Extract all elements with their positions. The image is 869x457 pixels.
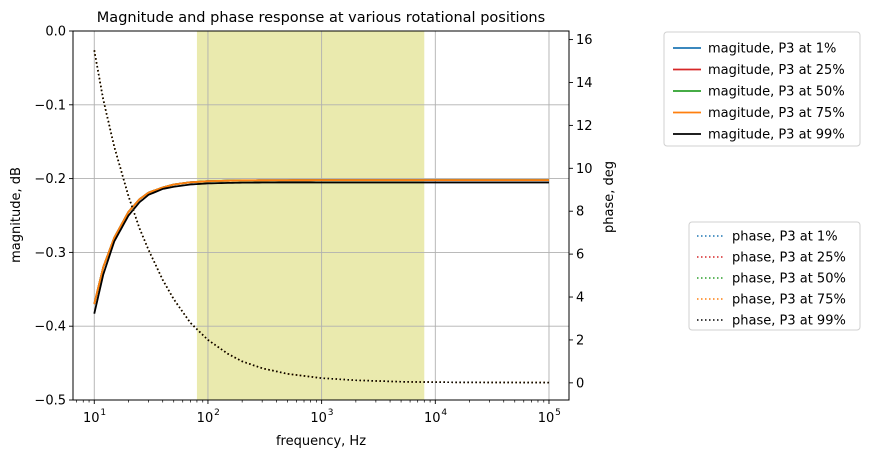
shaded-band <box>196 31 425 400</box>
y-right-tick-label: 14 <box>576 76 593 91</box>
y-left-tick-label: −0.2 <box>34 172 66 187</box>
legend-label: magitude, P3 at 1% <box>708 42 836 57</box>
legend-phase: phase, P3 at 1% phase, P3 at 25% phase, P3… <box>688 221 861 331</box>
y-left-tick-label: −0.1 <box>34 98 66 113</box>
x-axis-ticks: 10 1 10 2 10 3 10 4 10 5 <box>76 400 561 426</box>
x-tick-label: 10 <box>310 411 327 426</box>
y-right-tick-label: 16 <box>576 33 593 48</box>
x-tick-exponent: 1 <box>100 408 106 418</box>
x-tick-exponent: 4 <box>441 408 447 418</box>
y-right-axis-label: phase, deg <box>602 161 617 233</box>
y-left-tick-label: −0.4 <box>34 320 66 335</box>
y-right-tick-label: 10 <box>576 162 593 177</box>
x-tick-exponent: 2 <box>214 408 220 418</box>
phase-lines <box>93 50 549 384</box>
legend-label: magitude, P3 at 50% <box>708 85 845 100</box>
phase-line <box>93 50 549 384</box>
y-right-tick-label: 0 <box>576 376 584 391</box>
magnitude-lines <box>93 179 549 314</box>
plot-frame <box>72 30 570 401</box>
y-right-tick-label: 8 <box>576 205 584 220</box>
y-left-axis-label: magnitude, dB <box>9 167 24 263</box>
legend-label: phase, P3 at 1% <box>732 230 838 245</box>
y-right-tick-label: 6 <box>576 248 584 263</box>
magnitude-line <box>93 179 549 305</box>
x-tick-label: 10 <box>197 411 214 426</box>
y-left-tick-label: 0.0 <box>45 25 66 40</box>
x-tick-label: 10 <box>424 411 441 426</box>
legend-label: magitude, P3 at 99% <box>708 128 845 143</box>
y-right-tick-label: 2 <box>576 333 584 348</box>
legend-label: phase, P3 at 25% <box>732 251 846 266</box>
y-left-axis-ticks: 0.0 −0.1 −0.2 −0.3 −0.4 −0.5 <box>34 25 73 409</box>
y-right-tick-label: 12 <box>576 119 593 134</box>
y-right-tick-label: 4 <box>576 291 584 306</box>
chart-title: Magnitude and phase response at various … <box>97 10 545 26</box>
x-tick-label: 10 <box>538 411 555 426</box>
magnitude-line <box>93 181 549 314</box>
legend-label: magitude, P3 at 25% <box>708 63 845 78</box>
legend-label: phase, P3 at 50% <box>732 272 846 287</box>
x-tick-label: 10 <box>83 411 100 426</box>
legend-label: phase, P3 at 75% <box>732 293 846 308</box>
legend-label: phase, P3 at 99% <box>732 314 846 329</box>
legend-label: magitude, P3 at 75% <box>708 106 845 121</box>
y-left-tick-label: −0.5 <box>34 394 66 409</box>
y-left-tick-label: −0.3 <box>34 246 66 261</box>
x-axis-label: frequency, Hz <box>276 434 366 449</box>
legend-magnitude: magitude, P3 at 1% magitude, P3 at 25% mag… <box>663 31 861 147</box>
y-right-axis-ticks: 0 2 4 6 8 10 12 14 16 <box>569 33 593 391</box>
x-tick-exponent: 5 <box>555 408 561 418</box>
x-tick-exponent: 3 <box>328 408 334 418</box>
